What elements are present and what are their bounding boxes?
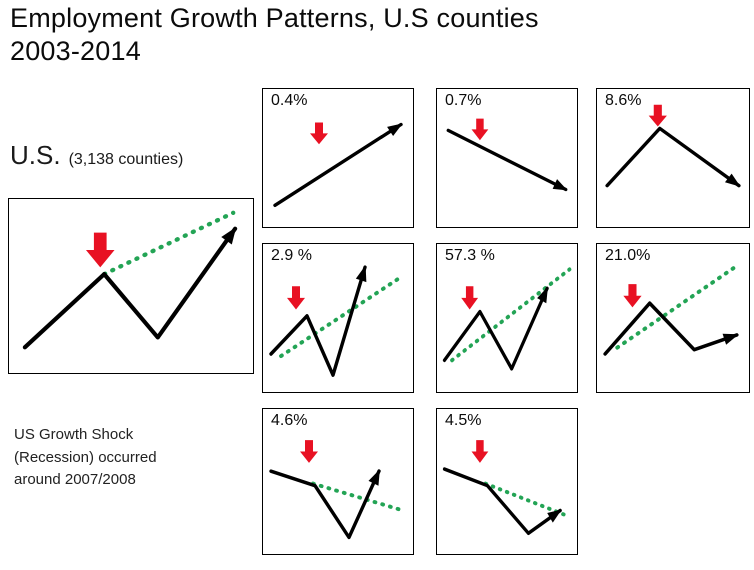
us-summary-label: U.S. (3,138 counties) xyxy=(10,140,183,171)
panel-share-label: 21.0% xyxy=(605,247,651,264)
recession-arrow-icon xyxy=(300,440,318,463)
employment-line xyxy=(446,128,568,192)
pattern-chart xyxy=(605,104,741,188)
panel-share-label: 4.6% xyxy=(271,412,308,429)
employment-line xyxy=(442,286,549,371)
pattern-panel-1: 0.4% xyxy=(262,88,414,228)
pattern-chart xyxy=(269,440,405,540)
pattern-panel-8: 4.5% xyxy=(436,408,578,555)
pattern-panel-7: 4.6% xyxy=(262,408,414,555)
us-overview-chart xyxy=(22,210,238,350)
employment-line xyxy=(269,265,367,377)
pattern-panel-2: 0.7% xyxy=(436,88,578,228)
trend-line xyxy=(279,273,405,359)
trend-line xyxy=(102,210,236,277)
panel-share-label: 2.9 % xyxy=(271,247,312,264)
recession-arrow-icon xyxy=(623,284,642,308)
panel-share-label: 0.7% xyxy=(445,92,482,109)
panel-share-label: 4.5% xyxy=(445,412,482,429)
us-overview-panel xyxy=(8,198,254,374)
pattern-chart xyxy=(446,118,568,192)
panel-share-label: 8.6% xyxy=(605,92,642,109)
trend-line xyxy=(615,265,737,350)
employment-line xyxy=(603,301,739,356)
employment-line xyxy=(605,126,741,188)
recession-arrow-icon xyxy=(648,104,667,127)
pattern-chart xyxy=(273,122,403,207)
recession-arrow-icon xyxy=(471,118,489,141)
title-line-2: 2003-2014 xyxy=(10,35,141,66)
employment-line xyxy=(269,469,381,540)
pattern-chart xyxy=(603,265,739,356)
employment-line xyxy=(273,122,403,207)
pattern-panel-5: 57.3 % xyxy=(436,243,578,393)
shock-note-line-3: around 2007/2008 xyxy=(14,471,136,488)
recession-arrow-icon xyxy=(85,232,115,268)
recession-arrow-icon xyxy=(471,440,489,463)
recession-arrow-icon xyxy=(310,122,328,145)
us-label-text: U.S. xyxy=(10,140,61,170)
pattern-panel-3: 8.6% xyxy=(596,88,750,228)
trend-line xyxy=(450,267,572,363)
shock-note: US Growth Shock (Recession) occurred aro… xyxy=(14,424,157,492)
us-counties-count: (3,138 counties) xyxy=(68,151,184,168)
panel-share-label: 0.4% xyxy=(271,92,308,109)
panel-share-label: 57.3 % xyxy=(445,247,495,264)
shock-note-line-2: (Recession) occurred xyxy=(14,448,157,466)
recession-arrow-icon xyxy=(287,286,305,310)
pattern-chart xyxy=(442,267,572,371)
pattern-panel-6: 21.0% xyxy=(596,243,750,393)
employment-line xyxy=(22,226,238,350)
pattern-chart xyxy=(442,440,572,536)
shock-note-line-1: US Growth Shock xyxy=(14,426,134,443)
title-line-1: Employment Growth Patterns, U.S counties xyxy=(10,3,539,33)
pattern-panel-4: 2.9 % xyxy=(262,243,414,393)
page-title: Employment Growth Patterns, U.S counties… xyxy=(10,2,539,68)
recession-arrow-icon xyxy=(461,286,479,310)
pattern-chart xyxy=(269,265,405,377)
employment-line xyxy=(442,467,562,536)
trend-line xyxy=(311,481,405,513)
